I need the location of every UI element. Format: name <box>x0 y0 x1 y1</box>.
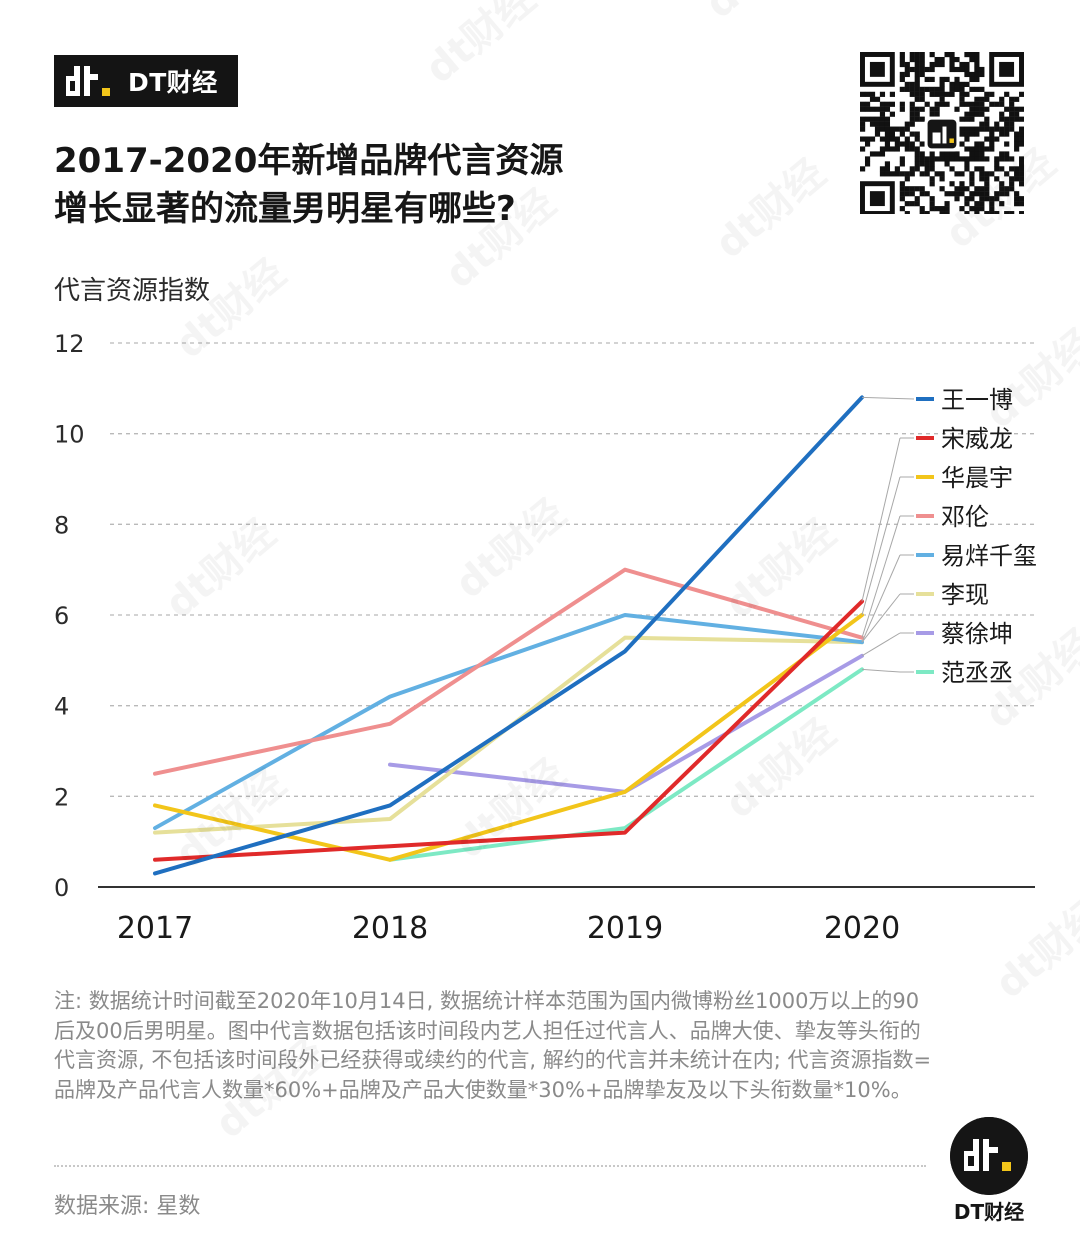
legend-label: 李现 <box>941 581 989 609</box>
line-chart: 0 2 4 6 8 10 12 2017 2018 2019 2020 王一博宋威龙华晨宇邓伦易烊千玺… <box>54 330 1037 946</box>
divider <box>54 1165 926 1167</box>
y-tick-label: 6 <box>54 602 69 630</box>
chart-title: 2017-2020年新增品牌代言资源 增长显著的流量男明星有哪些? <box>54 137 814 233</box>
y-tick-label: 4 <box>54 693 69 721</box>
series-line-4 <box>153 567 864 776</box>
chart-title-line-1: 2017-2020年新增品牌代言资源 <box>54 141 564 181</box>
legend-label: 范丞丞 <box>941 659 1013 687</box>
series-line-5 <box>153 613 864 831</box>
x-tick-label: 2017 <box>117 911 193 946</box>
legend-label: 易烊千玺 <box>941 542 1037 570</box>
legend-label: 宋威龙 <box>941 425 1013 453</box>
dt-logo-icon <box>66 66 110 96</box>
series-line-3 <box>153 613 864 862</box>
y-axis-title: 代言资源指数 <box>54 276 211 306</box>
legend-label: 王一博 <box>941 386 1013 414</box>
series-line-6 <box>153 635 864 835</box>
y-tick-label: 2 <box>54 783 69 811</box>
x-tick-label: 2018 <box>352 911 428 946</box>
brand-name: DT财经 <box>128 68 218 97</box>
y-tick-label: 0 <box>54 874 69 902</box>
qr-code-icon[interactable] <box>860 52 1024 214</box>
legend-label: 蔡徐坤 <box>941 620 1013 648</box>
x-tick-label: 2019 <box>587 911 663 946</box>
chart-title-line-2: 增长显著的流量男明星有哪些? <box>54 189 516 229</box>
legend-leader-line <box>861 437 901 602</box>
data-source: 数据来源: 星数 <box>54 1194 201 1219</box>
y-tick-label: 8 <box>54 511 69 539</box>
series-line-8 <box>388 667 864 862</box>
footnote: 注: 数据统计时间截至2020年10月14日, 数据统计样本范围为国内微博粉丝1… <box>54 989 932 1102</box>
legend-leader-line <box>861 396 915 400</box>
legend-leader-line <box>861 593 901 643</box>
legend-leader-line <box>861 668 901 673</box>
series-line-2 <box>153 599 864 862</box>
dt-logo-circle-icon <box>950 1117 1028 1195</box>
legend-leader-line <box>861 476 901 616</box>
legend-label: 邓伦 <box>941 503 989 531</box>
legend-label: 华晨宇 <box>941 464 1013 492</box>
legend-leader-line <box>861 632 901 657</box>
legend-leader-line <box>861 554 901 643</box>
brand-badge: DT财经 <box>54 55 238 107</box>
series-line-1 <box>153 395 864 876</box>
legend-leader-line <box>861 515 901 638</box>
y-tick-label: 10 <box>54 421 85 449</box>
bottom-brand-name: DT财经 <box>953 1200 1025 1224</box>
y-tick-label: 12 <box>54 330 85 358</box>
x-tick-label: 2020 <box>824 911 900 946</box>
